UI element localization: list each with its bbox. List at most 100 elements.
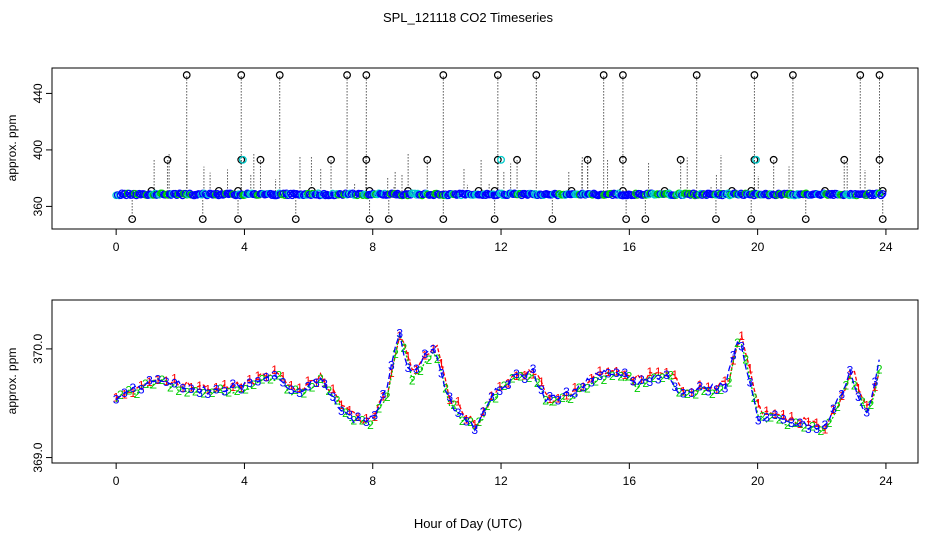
- series-1-point: 1: [863, 398, 870, 412]
- series-3-point: 3: [705, 384, 712, 398]
- series-3-point: 3: [546, 389, 553, 403]
- series-3-point: 3: [221, 385, 228, 399]
- series-2-point: 2: [742, 353, 749, 367]
- series-1-point: 1: [855, 382, 862, 396]
- series-3-point: 3: [855, 390, 862, 404]
- spike-low-point: [291, 215, 300, 224]
- top-panel-marks: [112, 71, 887, 224]
- spike-low-point: [490, 215, 499, 224]
- spike-mid-point: [583, 155, 592, 164]
- series-1-point: 1: [613, 365, 620, 379]
- spike-high-point: [237, 71, 246, 79]
- spike-low-point: [439, 215, 448, 224]
- series-3-point: 3: [421, 347, 428, 361]
- series-3-point: 3: [663, 368, 670, 382]
- bottom-x-tick-label: 16: [623, 474, 637, 488]
- series-1-point: 1: [113, 391, 120, 405]
- spike-mid-point: [327, 155, 335, 164]
- series-1-point: 1: [205, 382, 212, 396]
- series-2-point: 2: [125, 383, 132, 397]
- series-1-point: 1: [296, 381, 303, 395]
- spike-mid-point: [362, 155, 371, 164]
- series-1-point: 1: [280, 369, 287, 383]
- series-1-point: 1: [146, 375, 153, 389]
- series-3-point: 3: [647, 375, 654, 389]
- series-2-point: 2: [817, 424, 824, 438]
- series-1-point: 1: [655, 365, 662, 379]
- series-2-point: 2: [759, 409, 766, 423]
- series-3-point: 3: [388, 358, 395, 372]
- series-2-point: 2: [792, 416, 799, 430]
- series-3-point: 3: [580, 381, 587, 395]
- series-2-point: 2: [442, 381, 449, 395]
- spike-low-point: [128, 215, 137, 224]
- series-2-point: 2: [117, 388, 124, 402]
- baseline-point: [204, 190, 213, 199]
- series-3-point: 3: [471, 423, 478, 437]
- series-3-point: 3: [296, 386, 303, 400]
- series-1-point: 1: [838, 389, 845, 403]
- series-3-point: 3: [413, 362, 420, 376]
- series-2-point: 2: [851, 378, 858, 392]
- series-1-point: 1: [780, 407, 787, 421]
- series-2-point: 2: [626, 370, 633, 384]
- baseline-point: [151, 189, 159, 198]
- top-x-tick-label: 24: [879, 240, 893, 254]
- series-3-point: 3: [488, 390, 495, 404]
- series-2-point: 2: [868, 398, 875, 412]
- series-3-point: 3: [780, 412, 787, 426]
- series-3-point: 3: [155, 372, 162, 386]
- x-axis-label: Hour of Day (UTC): [414, 516, 522, 531]
- series-3-point: 3: [822, 418, 829, 432]
- series-3-point: 3: [713, 383, 720, 397]
- series-2-point: 2: [501, 379, 508, 393]
- spike-high-point: [692, 71, 701, 79]
- baseline-point: [868, 189, 877, 198]
- series-2-point: 2: [175, 384, 182, 398]
- series-3-point: 3: [530, 362, 537, 376]
- spike-high-point: [856, 71, 865, 79]
- spike-high-point: [532, 71, 541, 79]
- spike-mid-point: [256, 155, 265, 164]
- series-1-point: 1: [446, 393, 453, 407]
- top-y-axis: 360 400 440: [31, 83, 52, 216]
- series-2-point: 2: [309, 381, 316, 395]
- series-1-point: 1: [647, 365, 654, 379]
- series-2-point: 2: [667, 369, 674, 383]
- series-3-point: 3: [113, 393, 120, 407]
- series-2-point: 2: [642, 376, 649, 390]
- series-3-point: 3: [513, 367, 520, 381]
- series-2-point: 2: [709, 387, 716, 401]
- baseline-point: [875, 189, 884, 198]
- series-2-point: 2: [401, 341, 408, 355]
- series-3-point: 3: [613, 366, 620, 380]
- series-2-point: 2: [334, 394, 341, 408]
- baseline-point: [171, 189, 180, 198]
- series-2-point: 2: [859, 395, 866, 409]
- spike-low-point: [548, 215, 557, 224]
- series-1-point: 1: [271, 363, 278, 377]
- series-1-point: 1: [338, 398, 345, 412]
- series-2-point: 2: [567, 392, 574, 406]
- series-1-point: 1: [563, 389, 570, 403]
- baseline-point: [312, 191, 321, 199]
- series-3-point: 3: [313, 376, 320, 390]
- series-1-point: 1: [763, 404, 770, 418]
- baseline-point: [877, 191, 885, 200]
- series-1-point: 1: [471, 418, 478, 432]
- series-1-point: 1: [571, 381, 578, 395]
- spike-mid-point: [163, 155, 172, 164]
- series-1-point: 1: [230, 380, 237, 394]
- series-3-point: 3: [255, 375, 262, 389]
- series-2-point: 2: [275, 368, 282, 382]
- series-3-point: 3: [555, 393, 562, 407]
- bottom-x-tick-label: 0: [113, 474, 120, 488]
- chart-title: SPL_121118 CO2 Timeseries: [383, 10, 554, 25]
- series-2-point: 2: [359, 414, 366, 428]
- series-3-point: 3: [455, 406, 462, 420]
- series-3-point: 3: [730, 349, 737, 363]
- series-3-point: 3: [355, 410, 362, 424]
- series-3-point: 3: [463, 415, 470, 429]
- series-1-point: 1: [638, 373, 645, 387]
- spike-high-point: [875, 71, 884, 79]
